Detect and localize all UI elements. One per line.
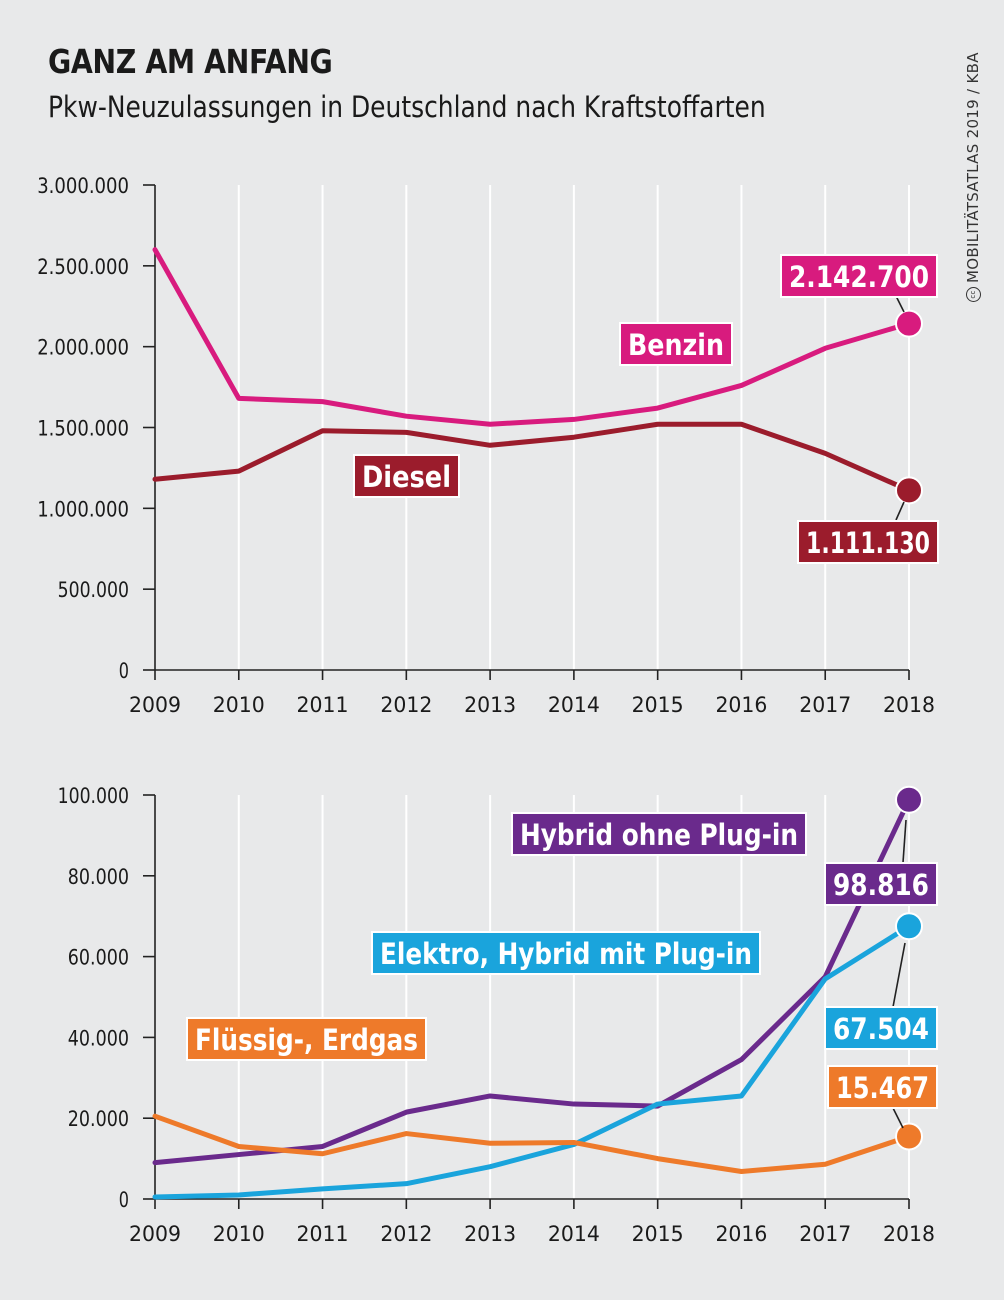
y-tick-label: 500.000 — [58, 578, 129, 602]
y-tick-label: 2.000.000 — [37, 336, 129, 360]
x-tick-label: 2016 — [715, 693, 767, 717]
series-line-2 — [152, 923, 912, 1200]
x-tick-label: 2010 — [213, 1222, 265, 1246]
y-tick-label: 2.500.000 — [37, 255, 129, 279]
x-tick-label: 2017 — [799, 1222, 851, 1246]
series-label: Diesel — [362, 460, 451, 494]
y-tick-label: 1.500.000 — [37, 417, 129, 441]
y-tick-label: 100.000 — [58, 784, 129, 808]
leader-line — [892, 942, 906, 1008]
series-label-box — [353, 454, 460, 498]
x-tick-label: 2011 — [297, 693, 349, 717]
y-tick-label: 20.000 — [68, 1107, 129, 1131]
end-value-box — [824, 1006, 938, 1050]
x-tick-label: 2011 — [297, 1222, 349, 1246]
leader-line — [895, 295, 905, 313]
end-value-box — [827, 1065, 938, 1109]
series-label-box — [186, 1017, 427, 1061]
series-label: Hybrid ohne Plug-in — [520, 818, 798, 852]
data-point-end — [895, 912, 923, 941]
series-label: Elektro, Hybrid mit Plug-in — [380, 937, 752, 971]
x-tick-label: 2012 — [380, 1222, 432, 1246]
series-label-box — [511, 812, 807, 856]
chart-title: GANZ AM ANFANG — [48, 42, 333, 81]
x-tick-label: 2013 — [464, 1222, 516, 1246]
y-tick-label: 60.000 — [68, 946, 129, 970]
data-point-end — [895, 309, 923, 338]
series-label: Flüssig-, Erdgas — [195, 1023, 418, 1057]
x-tick-label: 2018 — [883, 693, 935, 717]
series-label-box — [371, 931, 761, 975]
end-value-label: 2.142.700 — [789, 260, 929, 294]
x-tick-label: 2012 — [380, 693, 432, 717]
end-value-label: 15.467 — [836, 1071, 929, 1105]
series-line-2 — [152, 421, 912, 493]
x-tick-label: 2015 — [632, 1222, 684, 1246]
y-tick-label: 40.000 — [68, 1026, 129, 1050]
end-value-box — [797, 520, 939, 564]
x-tick-label: 2009 — [129, 693, 181, 717]
y-tick-label: 1.000.000 — [37, 497, 129, 521]
x-tick-label: 2018 — [883, 1222, 935, 1246]
series-line-3 — [152, 1113, 912, 1175]
x-tick-label: 2009 — [129, 1222, 181, 1246]
y-tick-label: 80.000 — [68, 865, 129, 889]
series-label-box — [619, 322, 733, 366]
data-point-end — [895, 476, 923, 505]
end-value-box — [780, 254, 938, 298]
end-value-label: 98.816 — [833, 868, 929, 902]
x-tick-label: 2013 — [464, 693, 516, 717]
end-value-label: 67.504 — [833, 1012, 929, 1046]
x-tick-label: 2015 — [632, 693, 684, 717]
leader-line — [895, 501, 905, 521]
y-tick-label: 0 — [119, 1188, 129, 1212]
series-line-1 — [152, 247, 912, 427]
y-tick-label: 0 — [119, 659, 129, 683]
chart-fuel-benzin-diesel: 0 500.000 1.000.000 1.500.000 2.000.000 2.500… — [37, 174, 939, 717]
x-tick-label: 2010 — [213, 693, 265, 717]
x-tick-label: 2014 — [548, 1222, 600, 1246]
series-label: Benzin — [628, 328, 724, 362]
data-point-end — [895, 785, 923, 814]
chart-subtitle: Pkw-Neuzulassungen in Deutschland nach K… — [48, 90, 766, 124]
x-tick-label: 2016 — [715, 1222, 767, 1246]
end-value-label: 1.111.130 — [806, 526, 930, 560]
y-tick-label: 3.000.000 — [37, 174, 129, 198]
x-tick-label: 2014 — [548, 693, 600, 717]
data-point-end — [895, 1122, 923, 1151]
x-tick-label: 2017 — [799, 693, 851, 717]
end-value-box — [824, 862, 938, 906]
leader-line — [892, 1107, 904, 1129]
